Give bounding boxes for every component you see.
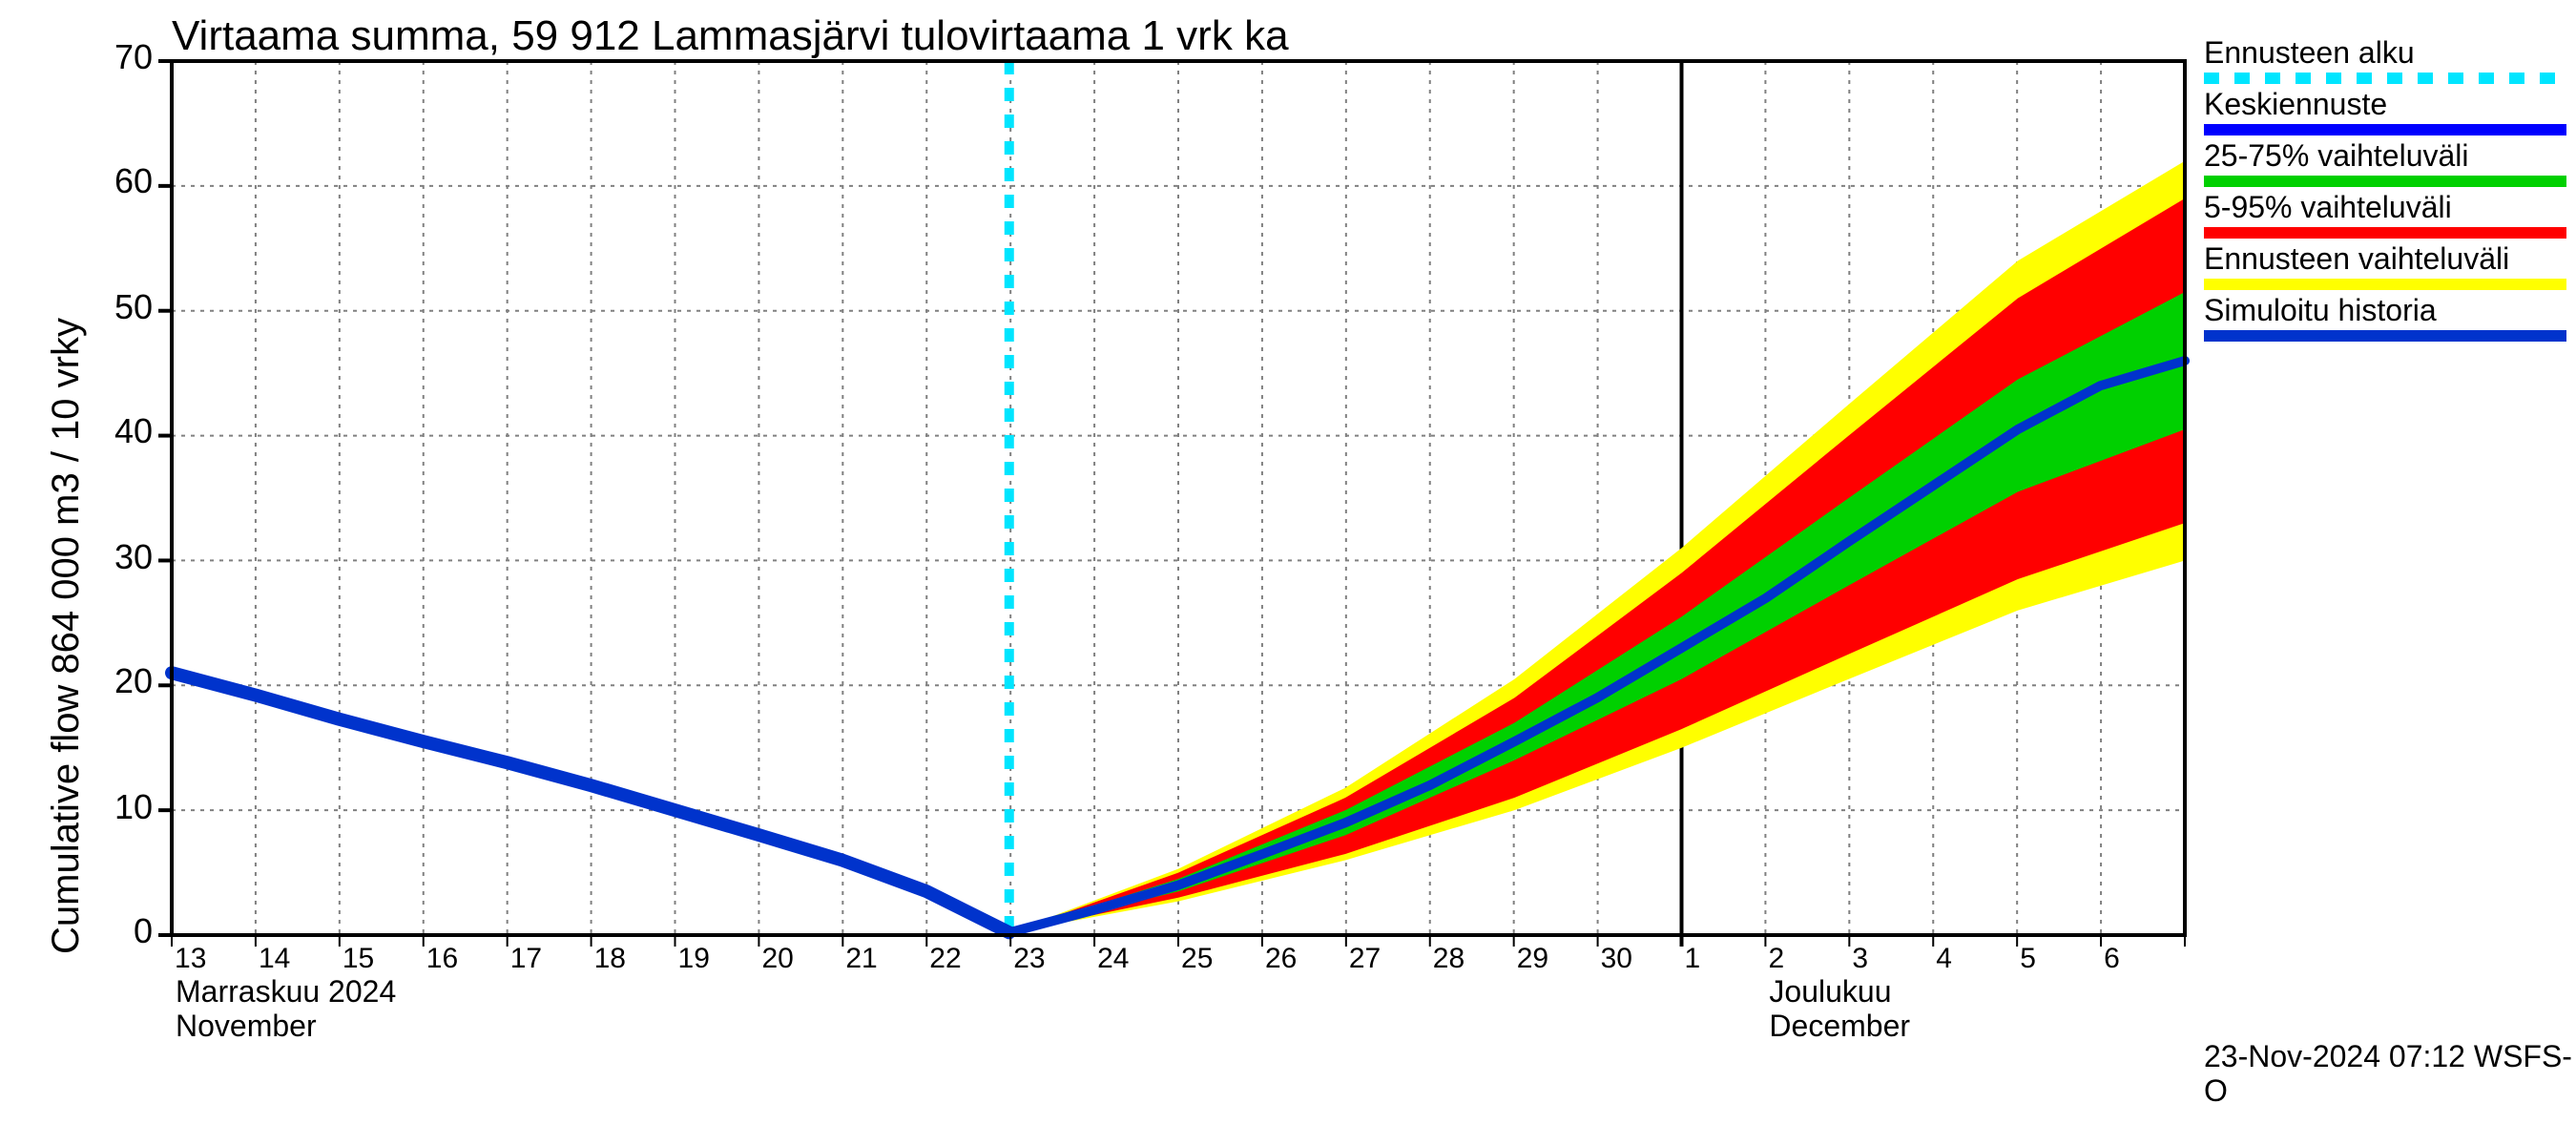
legend-swatch [2204,176,2566,187]
legend-item: Keskiennuste [2204,90,2566,135]
chart-plot [0,0,2204,954]
y-tick-label: 20 [76,662,153,702]
x-tick-label: 15 [343,943,374,975]
x-tick-label: 25 [1181,943,1213,975]
legend-item: 5-95% vaihteluväli [2204,193,2566,239]
x-tick-label: 5 [2020,943,2036,975]
chart-container: Cumulative flow 864 000 m3 / 10 vrky Vir… [0,0,2576,1145]
x-tick-label: 21 [845,943,877,975]
y-tick-label: 30 [76,537,153,577]
y-tick-label: 60 [76,163,153,203]
chart-footer: 23-Nov-2024 07:12 WSFS-O [2204,1042,2576,1111]
legend-label: Ennusteen vaihteluväli [2204,244,2566,279]
y-tick-label: 40 [76,413,153,453]
x-tick-label: 26 [1265,943,1297,975]
x-tick-label: 30 [1601,943,1632,975]
x-tick-label: 4 [1936,943,1952,975]
x-month-label: Marraskuu 2024November [176,977,396,1046]
x-tick-label: 14 [259,943,290,975]
legend-label: Ennusteen alku [2204,38,2566,73]
chart-legend: Ennusteen alku Keskiennuste 25-75% vaihtel… [2204,38,2566,347]
legend-item: Ennusteen alku [2204,38,2566,84]
x-tick-label: 29 [1517,943,1548,975]
x-tick-label: 18 [594,943,626,975]
y-tick-label: 70 [76,38,153,78]
x-tick-label: 22 [929,943,961,975]
legend-item: Ennusteen vaihteluväli [2204,244,2566,290]
x-tick-label: 1 [1685,943,1701,975]
x-tick-label: 3 [1852,943,1868,975]
legend-swatch [2204,124,2566,135]
legend-item: 25-75% vaihteluväli [2204,141,2566,187]
x-tick-label: 17 [510,943,542,975]
x-tick-label: 20 [761,943,793,975]
x-tick-label: 6 [2104,943,2120,975]
legend-label: 5-95% vaihteluväli [2204,193,2566,227]
x-tick-label: 28 [1433,943,1465,975]
legend-swatch [2204,330,2566,342]
x-tick-label: 19 [678,943,710,975]
y-tick-label: 0 [76,912,153,952]
x-tick-label: 24 [1097,943,1129,975]
legend-swatch [2204,227,2566,239]
x-tick-label: 16 [426,943,458,975]
legend-item: Simuloitu historia [2204,296,2566,342]
legend-label: 25-75% vaihteluväli [2204,141,2566,176]
legend-swatch [2204,279,2566,290]
legend-label: Keskiennuste [2204,90,2566,124]
y-tick-label: 10 [76,787,153,827]
x-tick-label: 13 [175,943,206,975]
x-tick-label: 27 [1349,943,1381,975]
x-tick-label: 23 [1013,943,1045,975]
y-tick-label: 50 [76,288,153,328]
x-tick-label: 2 [1768,943,1784,975]
legend-label: Simuloitu historia [2204,296,2566,330]
x-month-label: JoulukuuDecember [1769,977,1910,1046]
legend-swatch [2204,73,2566,84]
